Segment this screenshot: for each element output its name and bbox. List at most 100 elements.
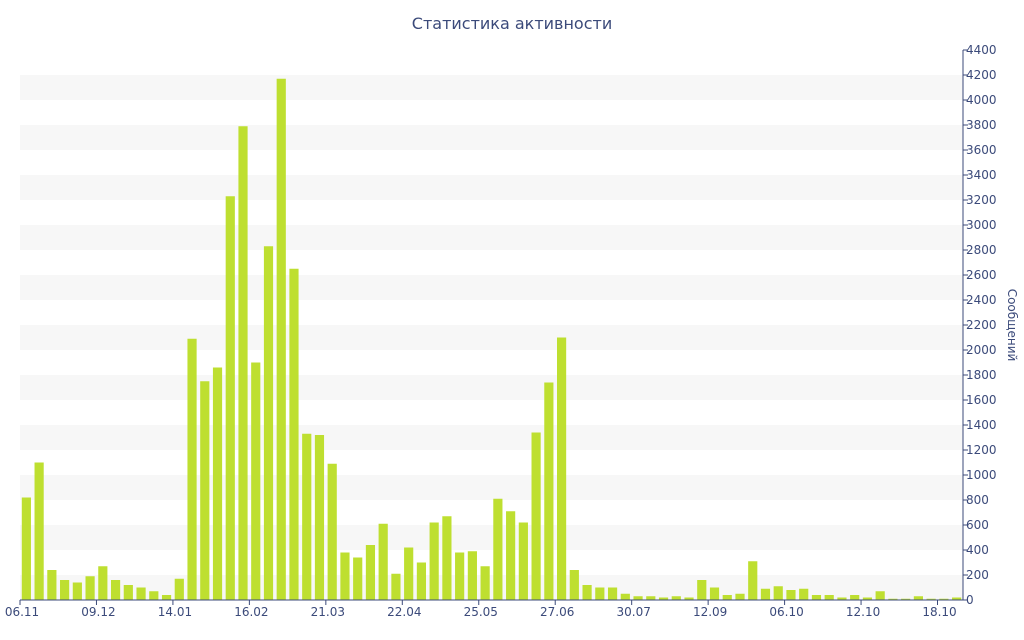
bar[interactable] <box>353 557 363 601</box>
grid-bands <box>20 75 963 600</box>
bar[interactable] <box>506 511 516 600</box>
bar[interactable] <box>263 246 274 600</box>
bar[interactable] <box>595 587 605 601</box>
bar[interactable] <box>149 591 159 600</box>
bar[interactable] <box>391 573 401 600</box>
bar[interactable] <box>21 497 31 601</box>
bar[interactable] <box>123 585 133 600</box>
bar[interactable] <box>735 593 745 600</box>
bar[interactable] <box>327 463 337 600</box>
y-tick-label: 3200 <box>966 193 997 207</box>
bar[interactable] <box>455 552 465 601</box>
bar[interactable] <box>442 516 452 600</box>
x-tick-label: 30.07 <box>616 605 650 619</box>
bar[interactable] <box>824 595 834 600</box>
y-tick-label: 4200 <box>966 68 997 82</box>
bar[interactable] <box>875 591 885 600</box>
bar[interactable] <box>47 570 57 600</box>
bar[interactable] <box>952 597 962 601</box>
bar[interactable] <box>416 562 426 601</box>
y-tick-label: 600 <box>966 518 989 532</box>
bar[interactable] <box>110 580 121 600</box>
bar[interactable] <box>633 596 643 600</box>
bar[interactable] <box>60 580 70 600</box>
bar[interactable] <box>518 522 528 601</box>
bar[interactable] <box>98 566 108 600</box>
bar[interactable] <box>72 582 82 601</box>
bar[interactable] <box>850 595 860 600</box>
bar[interactable] <box>684 597 694 601</box>
bar[interactable] <box>225 196 235 600</box>
grid-band <box>20 75 963 100</box>
bar[interactable] <box>773 586 783 600</box>
bar[interactable] <box>811 595 822 600</box>
grid-band <box>20 525 963 550</box>
bar[interactable] <box>187 338 197 600</box>
bar[interactable] <box>200 381 210 600</box>
y-tick-label: 1600 <box>966 393 997 407</box>
bar[interactable] <box>697 580 707 600</box>
bar[interactable] <box>480 566 490 600</box>
y-tick-label: 1000 <box>966 468 997 482</box>
y-axis-title: Сообщений <box>1005 289 1019 362</box>
bar[interactable] <box>544 382 554 601</box>
bar[interactable] <box>404 547 414 601</box>
bar[interactable] <box>607 587 618 601</box>
bar[interactable] <box>646 596 656 600</box>
x-tick-label: 18.10 <box>922 605 956 619</box>
grid-band <box>20 225 963 250</box>
bar[interactable] <box>862 597 873 601</box>
bar[interactable] <box>365 545 376 600</box>
y-tick-label: 3600 <box>966 143 997 157</box>
bar[interactable] <box>212 367 223 601</box>
bar[interactable] <box>671 596 681 600</box>
bar[interactable] <box>786 590 796 600</box>
bar[interactable] <box>531 432 541 601</box>
bar[interactable] <box>314 435 325 600</box>
bar[interactable] <box>302 433 312 600</box>
y-tick-label: 3000 <box>966 218 997 232</box>
bar[interactable] <box>289 268 299 600</box>
bar[interactable] <box>251 362 261 601</box>
grid-band <box>20 475 963 500</box>
bar[interactable] <box>378 523 388 600</box>
bar[interactable] <box>85 576 95 600</box>
bar[interactable] <box>722 595 732 600</box>
x-tick-label: 06.11 <box>5 605 39 619</box>
bar[interactable] <box>429 522 439 601</box>
bar[interactable] <box>276 78 286 600</box>
bar[interactable] <box>238 126 248 600</box>
bar[interactable] <box>913 596 923 600</box>
bar[interactable] <box>161 595 172 600</box>
bar[interactable] <box>174 578 184 600</box>
bar[interactable] <box>467 551 477 600</box>
bar[interactable] <box>569 570 579 600</box>
x-tick-label: 12.09 <box>693 605 727 619</box>
y-tick-label: 2600 <box>966 268 997 282</box>
bar[interactable] <box>582 585 592 600</box>
bar[interactable] <box>837 597 847 601</box>
y-tick-label: 2800 <box>966 243 997 257</box>
bar[interactable] <box>34 462 44 601</box>
y-tick-label: 4000 <box>966 93 997 107</box>
bar[interactable] <box>939 598 949 600</box>
bar[interactable] <box>748 561 758 600</box>
x-tick-label: 22.04 <box>387 605 421 619</box>
grid-band <box>20 425 963 450</box>
bar[interactable] <box>136 587 146 601</box>
bar[interactable] <box>901 598 911 600</box>
bar[interactable] <box>799 588 809 600</box>
bar[interactable] <box>340 552 350 601</box>
bar[interactable] <box>760 588 771 600</box>
bar[interactable] <box>620 593 630 600</box>
bar[interactable] <box>493 498 503 600</box>
bar[interactable] <box>888 598 898 600</box>
y-axis-ticks: 0 200 400 600 800 1000 1200 1400 1600 1800 2000 220… <box>963 43 997 607</box>
bar[interactable] <box>926 598 936 600</box>
grid-band <box>20 275 963 300</box>
bar[interactable] <box>709 587 720 601</box>
y-tick-label: 2000 <box>966 343 997 357</box>
chart-title: Статистика активности <box>411 14 613 33</box>
bar[interactable] <box>658 597 669 601</box>
bar[interactable] <box>557 337 567 601</box>
